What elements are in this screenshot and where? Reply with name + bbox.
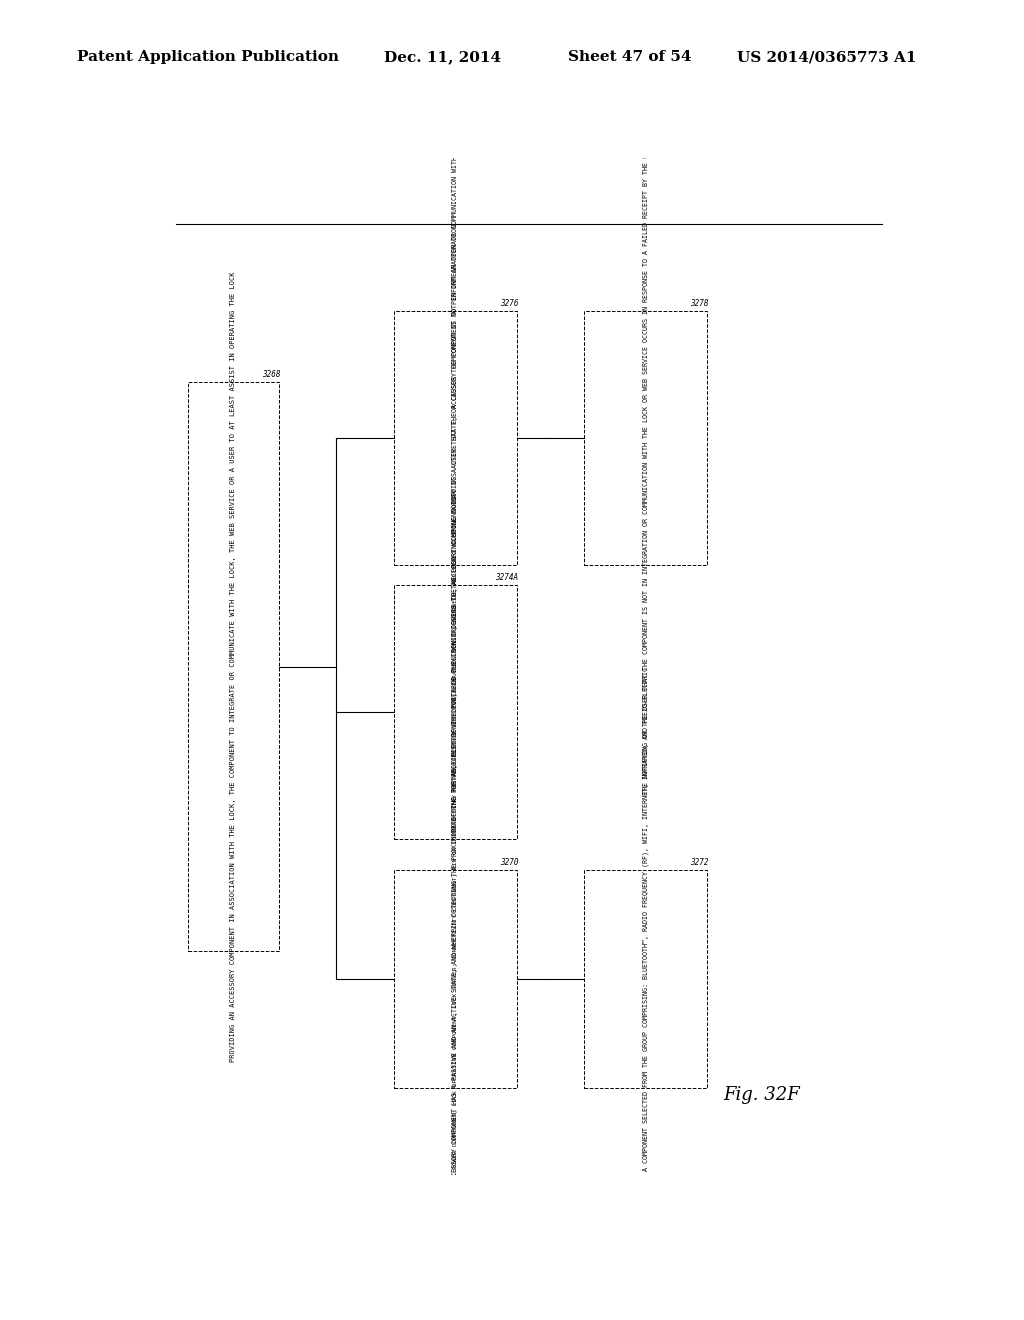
Text: 3268: 3268 bbox=[262, 370, 281, 379]
Text: 3270: 3270 bbox=[500, 858, 518, 867]
Bar bbox=[394, 312, 517, 565]
Text: THE ACCESSORY COMPONENT IS A COMPONENT SELECTED FROM THE GROUP COMPRISING: LOCK : THE ACCESSORY COMPONENT IS A COMPONENT S… bbox=[453, 490, 458, 1320]
Text: 3278: 3278 bbox=[690, 298, 709, 308]
Bar bbox=[394, 585, 517, 840]
Text: Dec. 11, 2014: Dec. 11, 2014 bbox=[384, 50, 501, 65]
Text: Fig. 32F: Fig. 32F bbox=[723, 1085, 800, 1104]
Text: 3276: 3276 bbox=[500, 298, 518, 308]
Text: Sheet 47 of 54: Sheet 47 of 54 bbox=[568, 50, 692, 65]
Bar bbox=[394, 870, 517, 1089]
Text: US 2014/0365773 A1: US 2014/0365773 A1 bbox=[737, 50, 916, 65]
Bar bbox=[585, 870, 708, 1089]
Text: THE CONNECTIVITY COMPONENT IS A COMPONENT SELECTED FROM THE GROUP COMPRISING: BL: THE CONNECTIVITY COMPONENT IS A COMPONEN… bbox=[643, 667, 649, 1291]
Bar bbox=[585, 312, 708, 565]
Text: THE ACCESSORY COMPONENT HAS A PASSIVE AND AN ACTIVE STATE, AND WHEREIN DETECTING: THE ACCESSORY COMPONENT HAS A PASSIVE AN… bbox=[453, 224, 459, 1200]
Bar bbox=[187, 381, 279, 952]
Text: THE NOTIFYING OF THE USER THAT THE COMPONENT IS NOT IN INTEGRATION OR COMMUNICAT: THE NOTIFYING OF THE USER THAT THE COMPO… bbox=[643, 82, 649, 793]
Text: PROVIDING AN ACCESSORY COMPONENT IN ASSOCIATION WITH THE LOCK, THE COMPONENT TO : PROVIDING AN ACCESSORY COMPONENT IN ASSO… bbox=[230, 272, 237, 1061]
Text: 3274A: 3274A bbox=[496, 573, 518, 582]
Text: Patent Application Publication: Patent Application Publication bbox=[77, 50, 339, 65]
Text: 3272: 3272 bbox=[690, 858, 709, 867]
Text: DETECTING THE PROXIMITY OF THE PORTABLE ELECTRONIC DEVICE TO THE LOCK INCLUDING : DETECTING THE PROXIMITY OF THE PORTABLE … bbox=[453, 44, 459, 832]
